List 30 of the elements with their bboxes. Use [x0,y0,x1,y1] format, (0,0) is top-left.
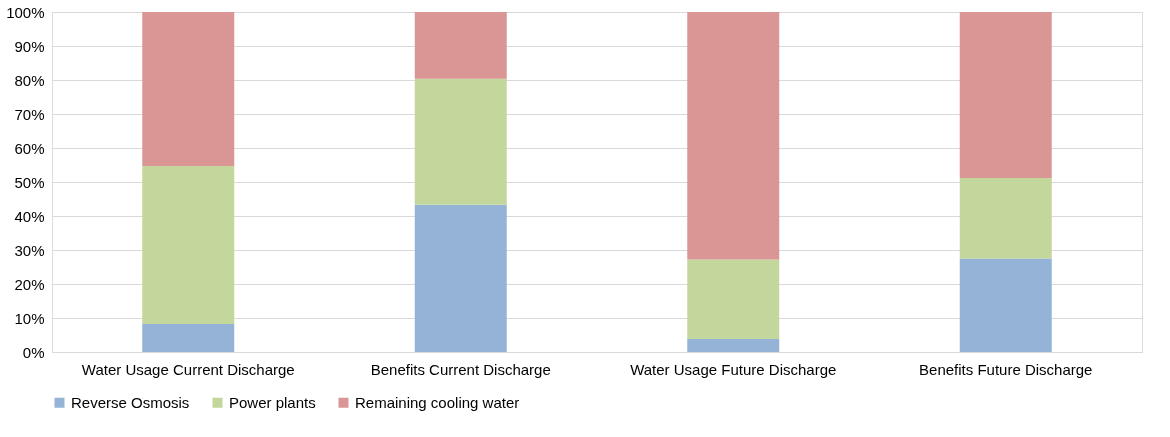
y-tick-label: 60% [14,139,45,157]
bar [414,12,507,79]
legend-label: Reverse Osmosis [71,393,190,411]
bar [414,78,507,205]
bar [687,259,780,340]
bar [959,177,1052,259]
x-tick-label: Benefits Future Discharge [919,360,1093,378]
y-tick-label: 40% [14,207,45,225]
y-tick-label: 10% [14,309,45,327]
bar [959,258,1052,352]
bar [142,166,235,325]
bar [959,12,1052,178]
x-tick-label: Water Usage Future Discharge [630,360,837,378]
bar [687,339,780,352]
bar [687,12,780,260]
y-tick-label: 90% [14,37,45,55]
legend-label: Remaining cooling water [355,393,520,411]
bar [414,204,507,352]
legend-label: Power plants [229,393,316,411]
y-tick-label: 30% [14,241,45,259]
y-tick-label: 0% [22,343,45,361]
y-tick-label: 70% [14,105,45,123]
bar [142,324,235,352]
y-tick-label: 50% [14,173,45,191]
x-tick-label: Benefits Current Discharge [370,360,551,378]
y-tick-label: 20% [14,275,45,293]
bar [142,12,235,167]
x-tick-label: Water Usage Current Discharge [81,360,295,378]
y-tick-label: 100% [6,3,45,21]
y-tick-label: 80% [14,71,45,89]
